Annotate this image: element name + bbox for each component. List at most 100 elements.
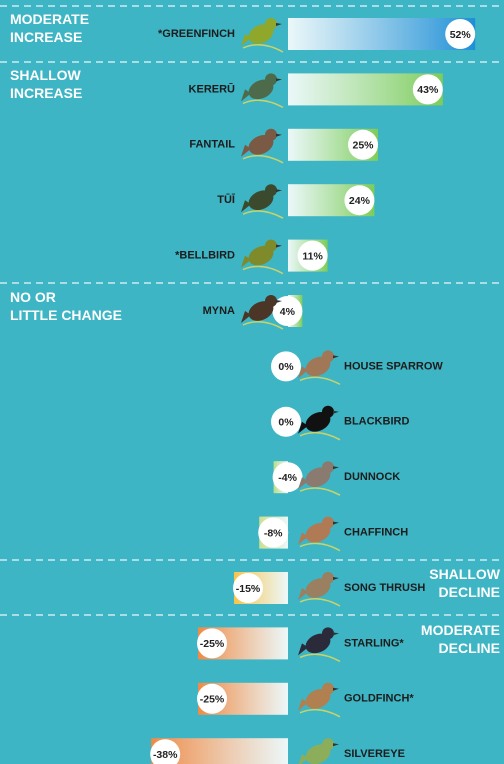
- bird-head: [322, 738, 334, 751]
- bird-body: [305, 467, 331, 488]
- bird-head: [322, 572, 334, 584]
- bird-beak: [333, 687, 339, 691]
- bird-body: [305, 633, 331, 654]
- branch: [242, 265, 284, 275]
- bird-beak: [276, 300, 282, 303]
- branch: [242, 99, 284, 109]
- value-label: 24%: [349, 195, 371, 207]
- value-badge: [412, 74, 443, 105]
- category-label: CHAFFINCH: [344, 527, 408, 539]
- bird-body: [305, 578, 331, 598]
- bird-body: [305, 744, 331, 764]
- bird-body: [305, 356, 331, 377]
- value-badge: [150, 739, 181, 764]
- branch: [299, 487, 341, 496]
- bird-beak: [276, 23, 282, 26]
- bird-body: [248, 134, 274, 155]
- branch: [299, 708, 341, 718]
- category-label: TŪĪ: [217, 194, 236, 206]
- value-badge: [445, 19, 476, 49]
- bird-tail: [298, 532, 308, 545]
- value-label: -25%: [200, 694, 225, 706]
- value-badge: [271, 351, 301, 382]
- bird-beak: [333, 521, 339, 525]
- bird-head: [265, 184, 277, 197]
- bird-tail: [241, 311, 251, 323]
- branch: [242, 210, 284, 219]
- category-label: HOUSE SPARROW: [344, 360, 443, 372]
- bird-beak: [333, 632, 339, 636]
- branch: [299, 376, 341, 386]
- bird-tail: [298, 643, 308, 656]
- value-badge: [272, 462, 303, 493]
- bird-tail: [298, 698, 308, 711]
- bird-beak: [276, 189, 282, 193]
- bird-head: [322, 405, 334, 418]
- value-badge: [272, 296, 303, 326]
- bird-head: [265, 128, 277, 141]
- bird-beak: [333, 355, 339, 359]
- bird-head: [322, 682, 334, 695]
- bird-beak: [276, 244, 282, 248]
- bird-beak: [276, 133, 282, 137]
- value-badge: [297, 240, 328, 271]
- bird-body: [248, 79, 274, 100]
- group-label: SHALLOW INCREASE: [10, 67, 82, 101]
- value-label: 0%: [278, 361, 294, 373]
- value-badge: [233, 573, 263, 603]
- bird-body: [305, 522, 331, 543]
- bird-tail: [298, 754, 308, 764]
- category-label: *GREENFINCH: [158, 28, 235, 40]
- group-label: NO OR LITTLE CHANGE: [10, 289, 122, 323]
- bird-body: [248, 24, 274, 44]
- bird-beak: [276, 78, 282, 82]
- category-label: MYNA: [203, 305, 235, 317]
- bird-head: [265, 73, 277, 86]
- bird-tail: [298, 588, 308, 600]
- category-label: GOLDFINCH*: [344, 693, 414, 705]
- category-label: SONG THRUSH: [344, 582, 425, 594]
- bird-tail: [241, 255, 251, 268]
- bird-tail: [241, 200, 251, 213]
- bird-body: [305, 688, 331, 709]
- category-label: KERERŪ: [189, 83, 236, 95]
- value-label: -25%: [200, 638, 225, 650]
- group-label: MODERATE INCREASE: [10, 11, 89, 45]
- bird-head: [265, 295, 277, 307]
- bird-head: [322, 516, 334, 529]
- value-badge: [348, 129, 378, 160]
- branch: [299, 598, 341, 607]
- value-label: 25%: [352, 140, 374, 152]
- value-label: -15%: [236, 583, 261, 595]
- branch: [242, 44, 284, 53]
- group-label: MODERATE DECLINE: [421, 622, 500, 656]
- bird-beak: [333, 743, 339, 747]
- value-badge: [258, 517, 289, 548]
- bird-head: [265, 18, 277, 30]
- branch: [242, 154, 284, 164]
- bird-body: [248, 190, 274, 211]
- value-label: -4%: [278, 472, 297, 484]
- value-badge: [271, 406, 301, 437]
- bird-beak: [333, 577, 339, 580]
- group-label: SHALLOW DECLINE: [429, 566, 501, 600]
- value-label: 52%: [450, 29, 472, 41]
- bird-body: [248, 301, 274, 321]
- bird-beak: [333, 410, 339, 414]
- value-badge: [197, 683, 227, 714]
- branch: [299, 653, 341, 663]
- bird-tail: [298, 477, 308, 490]
- value-label: 11%: [302, 250, 323, 262]
- bird-tail: [298, 421, 308, 434]
- bird-body: [305, 411, 331, 432]
- category-label: STARLING*: [344, 637, 404, 649]
- category-label: BLACKBIRD: [344, 416, 409, 428]
- bird-head: [322, 461, 334, 474]
- value-badge: [344, 185, 375, 216]
- bird-tail: [241, 34, 251, 46]
- branch: [242, 321, 284, 330]
- bird-head: [322, 627, 334, 640]
- bird-beak: [333, 466, 339, 470]
- branch: [299, 431, 341, 441]
